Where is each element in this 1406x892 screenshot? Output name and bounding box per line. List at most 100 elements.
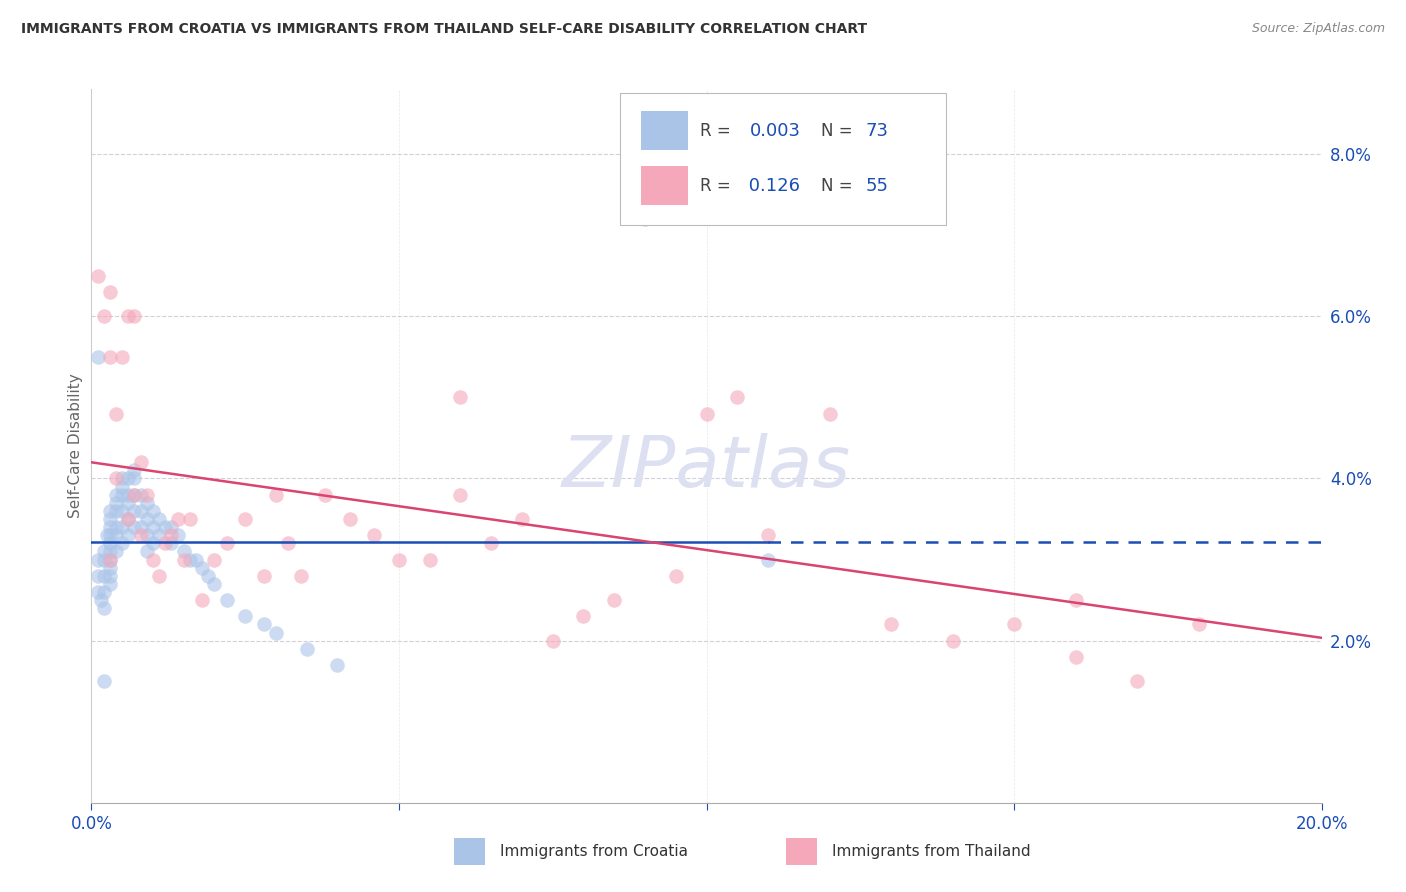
Point bbox=[572, 609, 595, 624]
Point bbox=[105, 488, 127, 502]
Point bbox=[135, 512, 157, 526]
Point bbox=[148, 568, 170, 582]
Point bbox=[98, 568, 121, 582]
Point bbox=[105, 407, 127, 421]
Point bbox=[86, 585, 108, 599]
Point bbox=[98, 552, 121, 566]
Point bbox=[98, 520, 121, 534]
Text: R =: R = bbox=[700, 121, 737, 139]
Point bbox=[634, 211, 657, 226]
Point bbox=[1187, 617, 1209, 632]
Text: R =: R = bbox=[700, 177, 737, 194]
Bar bbox=[641, 111, 688, 150]
Point bbox=[98, 577, 121, 591]
Point bbox=[93, 552, 115, 566]
Text: Immigrants from Croatia: Immigrants from Croatia bbox=[501, 844, 688, 859]
Point bbox=[129, 520, 152, 534]
Text: 73: 73 bbox=[865, 121, 889, 139]
Text: N =: N = bbox=[821, 121, 858, 139]
Point bbox=[86, 268, 108, 283]
Point bbox=[124, 463, 146, 477]
Point bbox=[117, 310, 139, 324]
Point bbox=[98, 552, 121, 566]
Bar bbox=[641, 166, 688, 205]
Point bbox=[142, 536, 165, 550]
Point bbox=[124, 520, 146, 534]
Point bbox=[142, 504, 165, 518]
Point bbox=[135, 488, 157, 502]
Text: ZIPatlas: ZIPatlas bbox=[562, 433, 851, 502]
Point bbox=[117, 512, 139, 526]
Point bbox=[215, 536, 238, 550]
Point bbox=[86, 568, 108, 582]
Point bbox=[173, 552, 195, 566]
Point bbox=[153, 536, 177, 550]
Point bbox=[326, 657, 349, 672]
Point bbox=[105, 471, 127, 485]
Point bbox=[93, 310, 115, 324]
Text: 0.003: 0.003 bbox=[749, 121, 800, 139]
Text: 0.126: 0.126 bbox=[744, 177, 800, 194]
Point bbox=[117, 496, 139, 510]
Point bbox=[756, 552, 779, 566]
Point bbox=[111, 488, 134, 502]
Point bbox=[111, 350, 134, 364]
Bar bbox=[786, 838, 817, 865]
Point bbox=[1126, 674, 1149, 689]
Point bbox=[96, 528, 118, 542]
Point bbox=[277, 536, 299, 550]
Point bbox=[166, 512, 188, 526]
Point bbox=[295, 641, 318, 656]
Point bbox=[160, 536, 183, 550]
Point bbox=[86, 350, 108, 364]
Point bbox=[93, 674, 115, 689]
Point bbox=[479, 536, 502, 550]
Point bbox=[818, 407, 841, 421]
Point bbox=[363, 528, 385, 542]
Point bbox=[233, 609, 256, 624]
Point bbox=[166, 528, 188, 542]
Point bbox=[153, 520, 177, 534]
Text: N =: N = bbox=[821, 177, 858, 194]
Point bbox=[142, 520, 165, 534]
Point bbox=[696, 407, 718, 421]
Point bbox=[111, 504, 134, 518]
Point bbox=[93, 544, 115, 558]
Point bbox=[756, 528, 779, 542]
Point bbox=[197, 568, 219, 582]
Point bbox=[105, 544, 127, 558]
Point bbox=[1002, 617, 1025, 632]
Point bbox=[1064, 593, 1087, 607]
Point bbox=[449, 488, 471, 502]
Text: Immigrants from Thailand: Immigrants from Thailand bbox=[832, 844, 1031, 859]
Point bbox=[86, 552, 108, 566]
FancyBboxPatch shape bbox=[620, 93, 946, 225]
Text: 55: 55 bbox=[865, 177, 889, 194]
Point bbox=[98, 560, 121, 574]
Point bbox=[135, 528, 157, 542]
Point bbox=[111, 520, 134, 534]
Text: Source: ZipAtlas.com: Source: ZipAtlas.com bbox=[1251, 22, 1385, 36]
Point bbox=[202, 577, 225, 591]
Point bbox=[98, 544, 121, 558]
Point bbox=[124, 488, 146, 502]
Point bbox=[135, 496, 157, 510]
Point bbox=[124, 504, 146, 518]
Text: IMMIGRANTS FROM CROATIA VS IMMIGRANTS FROM THAILAND SELF-CARE DISABILITY CORRELA: IMMIGRANTS FROM CROATIA VS IMMIGRANTS FR… bbox=[21, 22, 868, 37]
Point bbox=[98, 512, 121, 526]
Point bbox=[93, 585, 115, 599]
Point bbox=[665, 568, 688, 582]
Point bbox=[124, 471, 146, 485]
Point bbox=[880, 617, 903, 632]
Point bbox=[191, 560, 214, 574]
Point bbox=[942, 633, 965, 648]
Point bbox=[264, 625, 287, 640]
Point bbox=[339, 512, 361, 526]
Point bbox=[160, 528, 183, 542]
Point bbox=[173, 544, 195, 558]
Point bbox=[98, 536, 121, 550]
Point bbox=[388, 552, 411, 566]
Point bbox=[290, 568, 312, 582]
Point bbox=[105, 496, 127, 510]
Point bbox=[98, 350, 121, 364]
